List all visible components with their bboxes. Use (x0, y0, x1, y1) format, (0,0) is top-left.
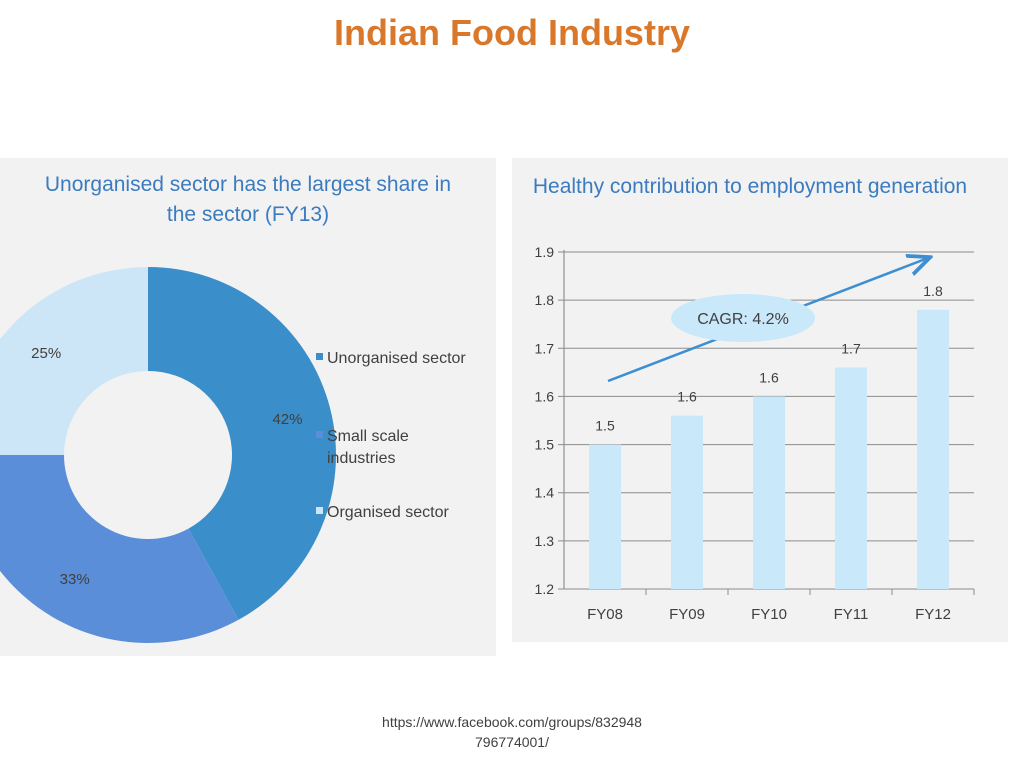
legend-label-organised: Organised sector (327, 504, 449, 521)
donut-label-small-scale: 33% (60, 571, 90, 588)
y-tick-label: 1.9 (535, 244, 555, 260)
bar-fy10 (753, 396, 785, 589)
bar-chart: 1.9 1.8 1.7 1.6 1.5 1.4 1.3 1.2 1.5 FY08 1.6 FY09 1.… (535, 244, 975, 623)
legend-label-small-scale: Small scale industries (327, 428, 409, 467)
donut-chart-title: Unorganised sector has the largest share… (44, 173, 452, 226)
x-tick-label: FY08 (587, 606, 623, 623)
donut-label-organised: 25% (31, 345, 61, 362)
cagr-bubble (671, 294, 815, 342)
legend-item-organised: Organised sector (316, 502, 486, 524)
legend-swatch-small-scale (316, 431, 323, 439)
bar-fy08 (589, 444, 621, 589)
y-tick-label: 1.4 (535, 485, 555, 501)
bar-fy12 (917, 309, 949, 589)
y-tick-label: 1.6 (535, 388, 555, 404)
y-tick-label: 1.5 (535, 437, 555, 453)
bar-value-label: 1.8 (923, 283, 943, 299)
y-tick-label: 1.3 (535, 533, 555, 549)
bar-value-label: 1.6 (677, 389, 697, 405)
x-tick-label: FY10 (751, 606, 787, 623)
source-link-line1: https://www.facebook.com/groups/832948 (382, 714, 642, 730)
donut-slice-organised (0, 267, 148, 455)
donut-slice-unorganised (148, 267, 336, 620)
source-link-line2: 796774001/ (475, 734, 549, 750)
x-tick-label: FY12 (915, 606, 951, 623)
legend-label-unorganised: Unorganised sector (327, 350, 466, 367)
source-link[interactable]: https://www.facebook.com/groups/832948 7… (312, 712, 712, 752)
donut-label-unorganised: 42% (272, 411, 302, 428)
legend-item-small-scale: Small scale industries (316, 426, 486, 470)
y-tick-label: 1.2 (535, 581, 555, 597)
x-tick-label: FY09 (669, 606, 705, 623)
bar-fy11 (835, 367, 867, 589)
x-tick-label: FY11 (834, 606, 869, 623)
cagr-label: CAGR: 4.2% (697, 311, 789, 328)
y-tick-label: 1.8 (535, 292, 555, 308)
bar-chart-panel: Healthy contribution to employment gener… (512, 158, 1008, 642)
bar-value-label: 1.7 (841, 341, 861, 357)
donut-chart: 42% 33% 25% (0, 267, 336, 643)
legend-swatch-organised (316, 507, 323, 515)
donut-chart-panel: Unorganised sector has the largest share… (0, 158, 496, 656)
donut-slice-small-scale (0, 455, 239, 643)
y-tick-label: 1.7 (535, 340, 555, 356)
legend-item-unorganised: Unorganised sector (316, 348, 486, 370)
bar-value-label: 1.6 (759, 369, 779, 385)
bar-chart-title: Healthy contribution to employment gener… (532, 175, 968, 198)
legend-swatch-unorganised (316, 353, 323, 361)
bar-value-label: 1.5 (595, 418, 615, 434)
bar-fy09 (671, 415, 703, 589)
slide-title: Indian Food Industry (334, 12, 690, 53)
